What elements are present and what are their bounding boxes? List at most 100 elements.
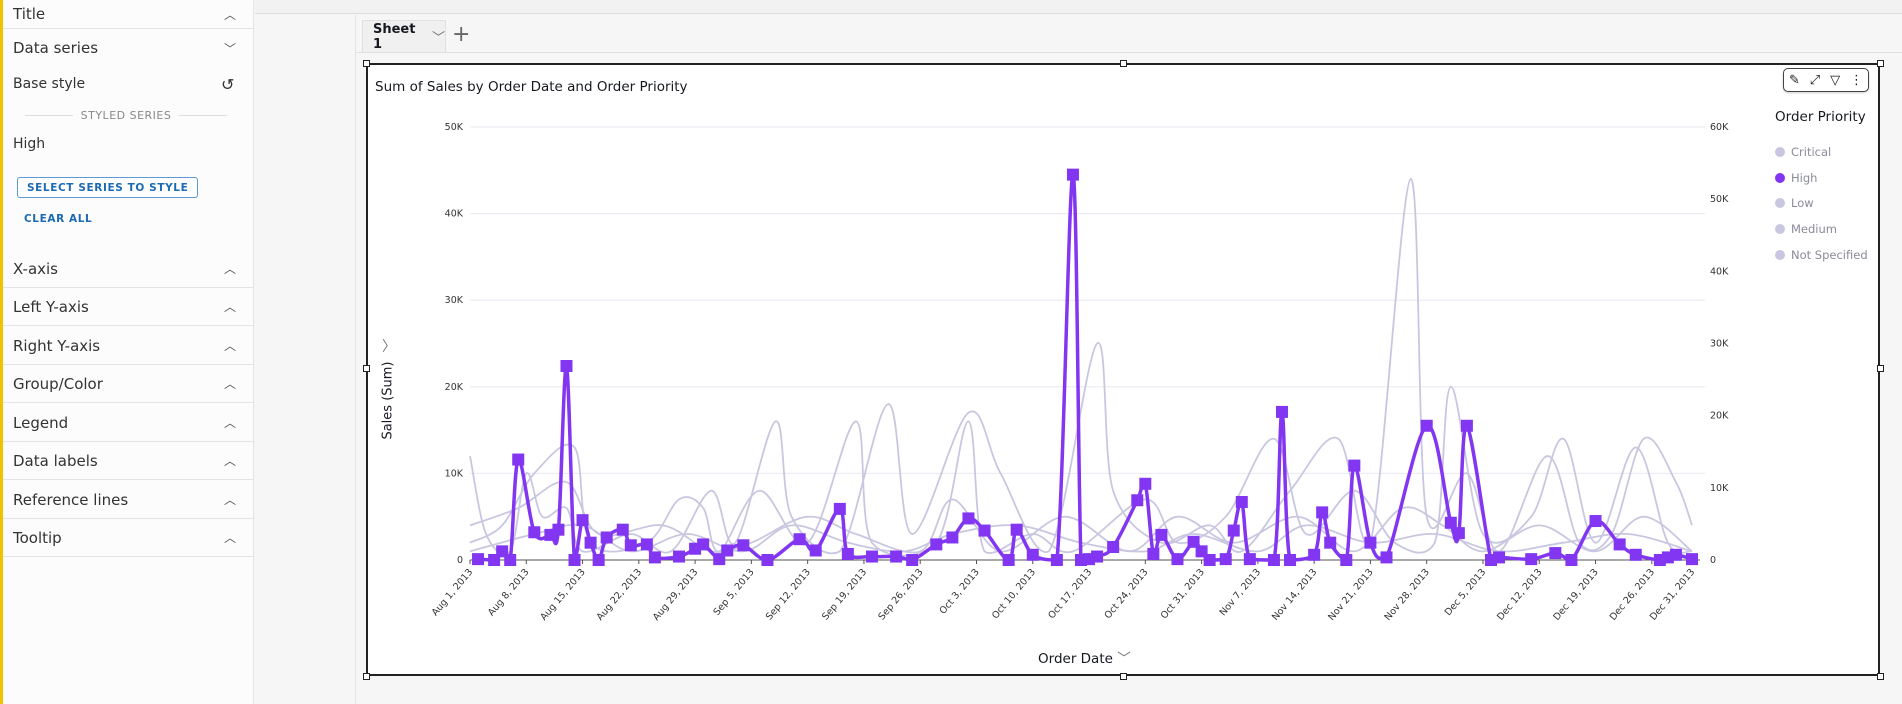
section-right-y-axis[interactable]: Right Y-axis ︿	[3, 327, 254, 365]
data-point-marker[interactable]	[1669, 548, 1682, 561]
section-data-series[interactable]: Data series ﹀	[3, 29, 254, 67]
data-point-marker[interactable]	[1348, 459, 1361, 472]
data-point-marker[interactable]	[1066, 168, 1079, 181]
data-point-marker[interactable]	[1380, 551, 1393, 564]
data-point-marker[interactable]	[721, 544, 734, 557]
data-point-marker[interactable]	[1324, 536, 1337, 549]
data-point-marker[interactable]	[1219, 553, 1232, 566]
series-line-medium[interactable]	[469, 480, 1693, 554]
data-point-marker[interactable]	[1227, 524, 1240, 537]
data-point-marker[interactable]	[737, 539, 750, 552]
section-reference-lines[interactable]: Reference lines ︿	[3, 481, 254, 519]
data-point-marker[interactable]	[648, 551, 661, 564]
clear-all-button[interactable]: CLEAR ALL	[24, 213, 93, 225]
data-point-marker[interactable]	[1284, 554, 1297, 566]
data-point-marker[interactable]	[1460, 419, 1473, 432]
data-point-marker[interactable]	[1107, 541, 1120, 554]
data-point-marker[interactable]	[1187, 535, 1200, 548]
chevron-right-icon[interactable]: 〉	[382, 339, 396, 355]
pencil-icon[interactable]: ✎	[1788, 72, 1800, 88]
data-point-marker[interactable]	[978, 524, 991, 537]
series-line-low[interactable]	[469, 385, 1693, 557]
x-axis-title[interactable]: Order Date ﹀	[1038, 647, 1131, 667]
data-point-marker[interactable]	[560, 360, 573, 373]
data-point-marker[interactable]	[865, 550, 878, 563]
data-point-marker[interactable]	[1243, 553, 1256, 566]
legend-item[interactable]: High	[1775, 171, 1817, 185]
styled-series-item[interactable]: High	[13, 136, 46, 152]
data-point-marker[interactable]	[1308, 548, 1321, 561]
tab-sheet-1[interactable]: Sheet 1 ﹀	[362, 20, 446, 52]
data-point-marker[interactable]	[946, 531, 959, 544]
section-x-axis[interactable]: X-axis ︿	[3, 250, 254, 288]
data-point-marker[interactable]	[1010, 523, 1023, 536]
reset-icon[interactable]: ↺	[221, 75, 235, 94]
resize-handle[interactable]	[1120, 60, 1127, 67]
data-point-marker[interactable]	[576, 514, 589, 527]
data-point-marker[interactable]	[1275, 405, 1288, 418]
more-icon[interactable]: ⋮	[1850, 72, 1864, 88]
data-point-marker[interactable]	[552, 523, 565, 536]
series-line-not-specified[interactable]	[469, 523, 1693, 553]
resize-handle[interactable]	[1877, 673, 1884, 680]
data-point-marker[interactable]	[1613, 538, 1626, 551]
data-point-marker[interactable]	[673, 550, 686, 563]
section-data-labels[interactable]: Data labels ︿	[3, 442, 254, 480]
resize-handle[interactable]	[1120, 673, 1127, 680]
data-point-marker[interactable]	[592, 554, 605, 566]
y-axis-title[interactable]: Sales (Sum)	[380, 361, 396, 440]
data-point-marker[interactable]	[1155, 528, 1168, 541]
data-point-marker[interactable]	[504, 554, 517, 566]
data-point-marker[interactable]	[906, 554, 919, 566]
data-point-marker[interactable]	[1452, 527, 1465, 540]
data-point-marker[interactable]	[930, 538, 943, 551]
section-legend[interactable]: Legend ︿	[3, 404, 254, 442]
data-point-marker[interactable]	[1316, 506, 1329, 519]
filter-icon[interactable]: ▽	[1830, 72, 1841, 88]
data-point-marker[interactable]	[1493, 551, 1506, 564]
section-tooltip[interactable]: Tooltip ︿	[3, 519, 254, 557]
data-point-marker[interactable]	[962, 512, 975, 525]
legend-item[interactable]: Medium	[1775, 222, 1837, 236]
data-point-marker[interactable]	[1091, 550, 1104, 563]
data-point-marker[interactable]	[1589, 515, 1602, 528]
series-line-high[interactable]	[477, 172, 1693, 562]
data-point-marker[interactable]	[1686, 553, 1698, 566]
chevron-down-icon[interactable]: ﹀	[431, 31, 445, 46]
data-point-marker[interactable]	[1549, 547, 1562, 560]
data-point-marker[interactable]	[1147, 547, 1160, 560]
resize-handle[interactable]	[363, 673, 370, 680]
resize-handle[interactable]	[363, 365, 370, 372]
data-point-marker[interactable]	[600, 531, 613, 544]
data-point-marker[interactable]	[1203, 554, 1216, 566]
data-point-marker[interactable]	[512, 453, 525, 466]
data-point-marker[interactable]	[1629, 548, 1642, 561]
data-point-marker[interactable]	[1364, 536, 1377, 549]
data-point-marker[interactable]	[472, 553, 485, 566]
select-series-button[interactable]: SELECT SERIES TO STYLE	[17, 177, 199, 198]
data-point-marker[interactable]	[1340, 554, 1353, 566]
data-point-marker[interactable]	[1565, 554, 1578, 566]
data-point-marker[interactable]	[616, 523, 629, 536]
data-point-marker[interactable]	[1267, 554, 1280, 566]
section-group-color[interactable]: Group/Color ︿	[3, 365, 254, 403]
data-point-marker[interactable]	[1171, 553, 1184, 566]
chevron-down-icon[interactable]: ﹀	[1117, 651, 1131, 667]
resize-handle[interactable]	[1877, 60, 1884, 67]
data-point-marker[interactable]	[890, 550, 903, 563]
data-point-marker[interactable]	[1002, 554, 1015, 566]
data-point-marker[interactable]	[697, 538, 710, 551]
expand-icon[interactable]: ⤢	[1809, 72, 1821, 88]
data-point-marker[interactable]	[833, 502, 846, 515]
data-point-marker[interactable]	[1026, 548, 1039, 561]
resize-handle[interactable]	[1877, 365, 1884, 372]
data-point-marker[interactable]	[809, 544, 822, 557]
legend-item[interactable]: Low	[1775, 196, 1814, 210]
data-point-marker[interactable]	[584, 536, 597, 549]
data-point-marker[interactable]	[528, 526, 541, 539]
data-point-marker[interactable]	[841, 547, 854, 560]
data-point-marker[interactable]	[1131, 494, 1144, 507]
data-point-marker[interactable]	[1235, 495, 1248, 508]
data-point-marker[interactable]	[624, 539, 637, 552]
legend-item[interactable]: Critical	[1775, 145, 1831, 159]
